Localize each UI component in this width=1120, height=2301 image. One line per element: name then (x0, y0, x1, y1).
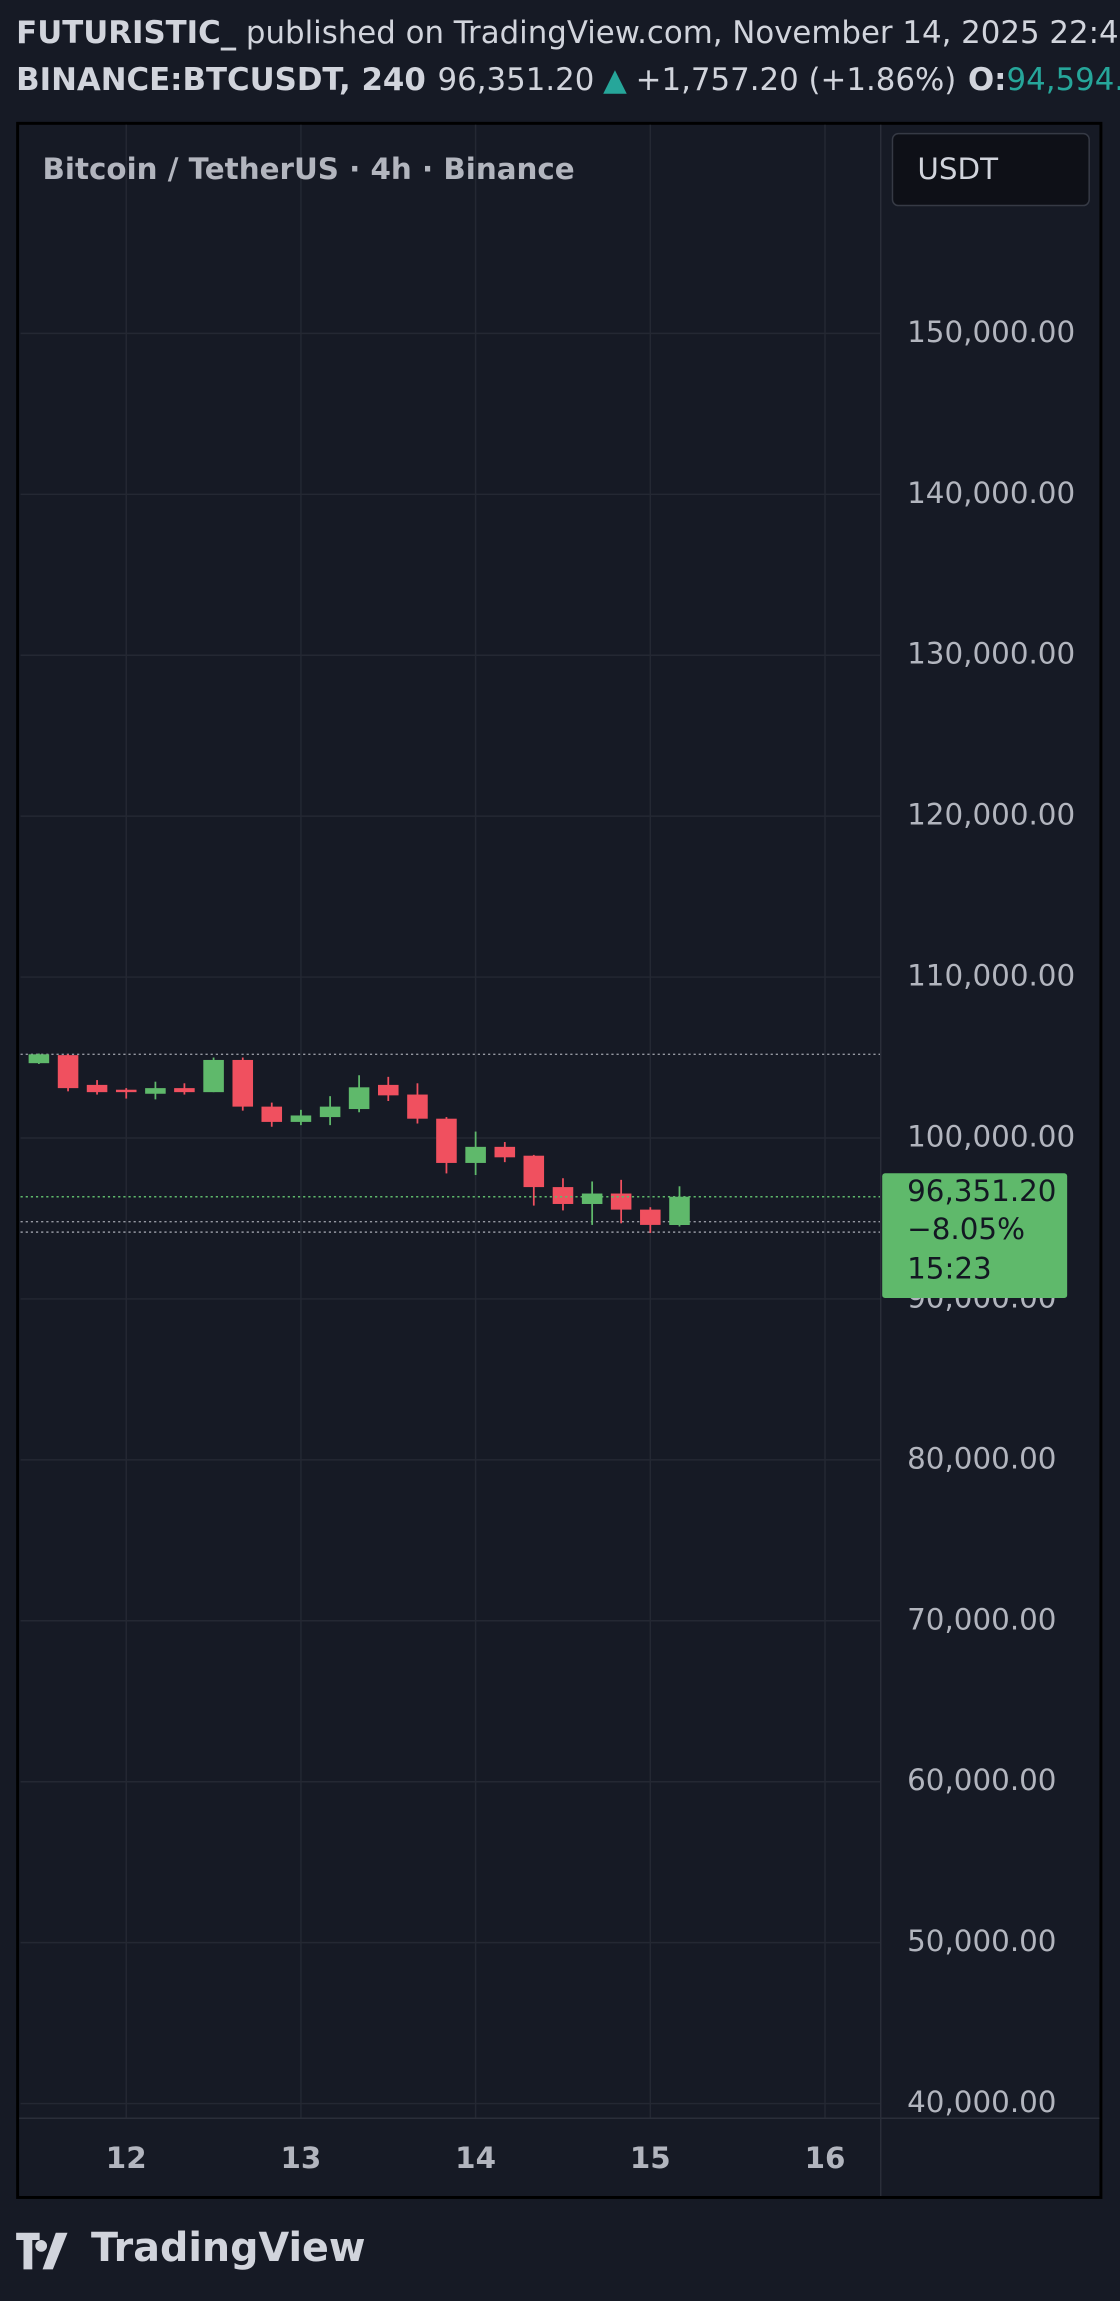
y-tick-label: 120,000.00 (907, 798, 1075, 832)
last-change: −8.05% (907, 1212, 1025, 1246)
candle-body (581, 1193, 603, 1204)
price: 96,351.20 (438, 61, 595, 97)
candle-body (348, 1087, 370, 1110)
candle-body (203, 1059, 224, 1093)
candle-body (465, 1146, 486, 1163)
currency-button[interactable] (891, 132, 1090, 207)
x-tick-label: 16 (805, 2141, 846, 2175)
plot (20, 124, 881, 2119)
candle-body (523, 1155, 545, 1188)
candle-body (261, 1106, 283, 1122)
open-value: 94,594.0 (1007, 61, 1120, 97)
published: published on TradingView.com, November 1… (236, 14, 1118, 50)
y-tick-label: 40,000.00 (907, 2085, 1056, 2119)
tradingview-logo: TradingView (16, 2225, 366, 2271)
chart-frame (16, 121, 1103, 2199)
author: FUTURISTIC_ (16, 14, 237, 50)
header-line-2: BINANCE:BTCUSDT, 240 96,351.20 ▲ +1,757.20 … (16, 61, 1120, 97)
y-tick-label: 50,000.00 (907, 1924, 1056, 1958)
y-tick-label: 80,000.00 (907, 1441, 1056, 1475)
countdown: 15:23 (907, 1252, 992, 1286)
x-tick-label: 13 (281, 2141, 322, 2175)
candle-body (290, 1115, 312, 1122)
candle-body (28, 1054, 50, 1064)
candle-body (494, 1146, 516, 1158)
candle-body (115, 1089, 137, 1093)
logo-icon (16, 2232, 68, 2270)
y-tick-label: 60,000.00 (907, 1763, 1056, 1797)
x-tick-label: 12 (106, 2141, 147, 2175)
y-tick-label: 150,000.00 (907, 315, 1075, 349)
x-tick-label: 14 (455, 2141, 496, 2175)
candle-body (232, 1059, 254, 1107)
symbol: BINANCE:BTCUSDT, 240 (16, 61, 426, 97)
open-label: O: (968, 61, 1007, 97)
y-tick-label: 100,000.00 (907, 1120, 1075, 1154)
y-tick-label: 70,000.00 (907, 1602, 1056, 1636)
candle-body (436, 1118, 457, 1163)
candle-body (669, 1196, 690, 1226)
y-tick-label: 110,000.00 (907, 959, 1075, 993)
y-tick-label: 140,000.00 (907, 476, 1075, 510)
candle-body (640, 1209, 661, 1225)
last-price-box (882, 1173, 1068, 1299)
change: +1,757.20 (+1.86%) (636, 61, 957, 97)
brand: TradingView (91, 2225, 366, 2271)
candle-body (174, 1088, 195, 1093)
currency-label[interactable]: USDT (917, 152, 999, 186)
header-line-1: FUTURISTIC_ published on TradingView.com… (16, 14, 1118, 50)
candle-body (378, 1084, 399, 1096)
candle-body (407, 1094, 428, 1119)
candle-body (552, 1187, 574, 1204)
x-tick-label: 15 (630, 2141, 671, 2175)
candle-body (610, 1193, 632, 1210)
candle-body (57, 1055, 79, 1089)
candle-body (145, 1088, 166, 1094)
chart-title: Bitcoin / TetherUS · 4h · Binance (43, 152, 575, 186)
y-tick-label: 130,000.00 (907, 637, 1075, 671)
arrow: ▲ (603, 61, 627, 97)
candle-body (86, 1084, 108, 1093)
last-price: 96,351.20 (907, 1174, 1056, 1208)
candle-body (319, 1106, 341, 1118)
